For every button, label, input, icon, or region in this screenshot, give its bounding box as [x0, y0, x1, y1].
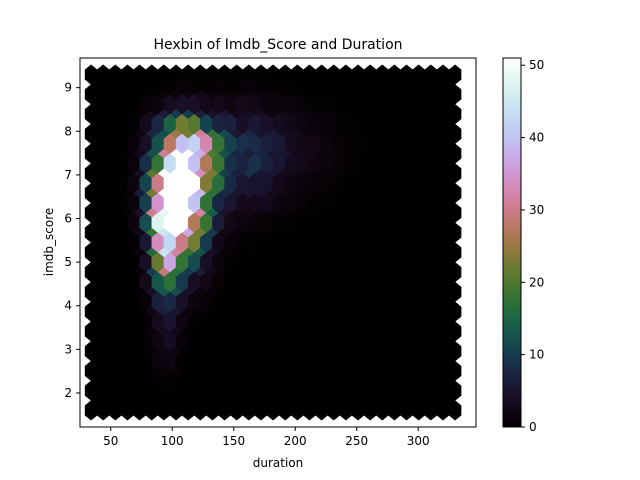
y-axis-ticks: 2 3 4 5 6 7 8 9	[64, 81, 80, 400]
x-axis-ticks: 50 100 150 200 250 300	[103, 427, 430, 448]
colorbar-tick-label: 30	[529, 203, 544, 217]
hexbin-cells	[84, 64, 462, 421]
hexbin-cell	[442, 113, 456, 135]
x-tick-label: 150	[222, 434, 245, 448]
y-tick-label: 3	[64, 342, 72, 356]
y-tick-label: 8	[64, 124, 72, 138]
colorbar-tick-label: 0	[529, 420, 537, 434]
hexbin-cell	[442, 232, 456, 253]
hexbin-cell	[442, 192, 456, 214]
hexbin-cell	[442, 133, 456, 154]
hexbin-cell	[442, 74, 456, 95]
hexbin-cell	[442, 173, 456, 194]
hexbin-cell	[442, 390, 456, 411]
y-tick-label: 4	[64, 299, 72, 313]
hexbin-cell	[442, 252, 456, 273]
colorbar	[502, 57, 522, 428]
hexbin-cell	[442, 370, 456, 391]
y-tick-label: 9	[64, 81, 72, 95]
hexbin-cell	[442, 153, 456, 174]
colorbar-tick-label: 50	[529, 58, 544, 72]
y-tick-label: 7	[64, 168, 72, 182]
hexbin-cell	[442, 311, 456, 332]
colorbar-tick-label: 10	[529, 348, 544, 362]
hexbin-cell	[442, 271, 456, 293]
x-tick-label: 300	[407, 434, 430, 448]
hexbin-cell	[442, 212, 456, 233]
y-tick-label: 2	[64, 386, 72, 400]
hexbin-cell	[442, 94, 456, 115]
x-tick-label: 100	[161, 434, 184, 448]
y-tick-label: 6	[64, 212, 72, 226]
colorbar-tick-label: 40	[529, 131, 544, 145]
x-tick-label: 200	[284, 434, 307, 448]
hexbin-cell	[442, 331, 456, 352]
hexbin-cell	[442, 350, 456, 372]
x-tick-label: 250	[345, 434, 368, 448]
y-tick-label: 5	[64, 255, 72, 269]
colorbar-ticks: 0 10 20 30 40 50	[521, 58, 544, 434]
hexbin-cell	[442, 291, 456, 312]
colorbar-tick-label: 20	[529, 275, 544, 289]
plot-frame	[79, 57, 477, 428]
chart-title: Hexbin of Imdb_Score and Duration	[153, 37, 402, 53]
x-axis-label: duration	[253, 456, 304, 470]
y-axis-label: imdb_score	[42, 208, 56, 277]
x-tick-label: 50	[103, 434, 118, 448]
